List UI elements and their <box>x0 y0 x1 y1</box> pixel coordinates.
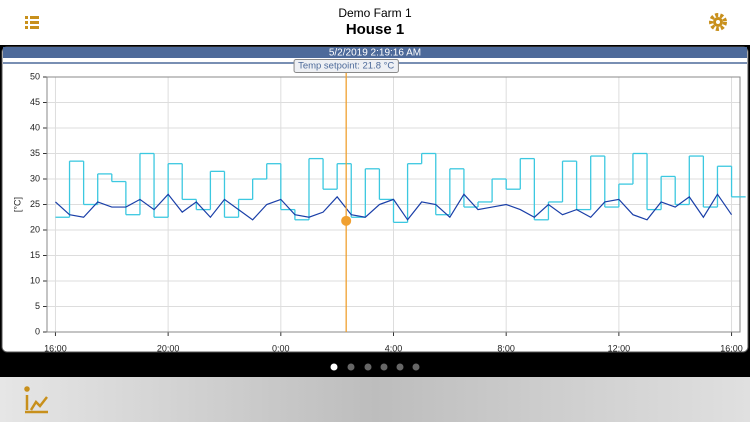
y-tick-label: 10 <box>30 275 40 285</box>
setpoint-box <box>293 59 399 74</box>
setpoint-label: Temp setpoint: 21.8 °C <box>298 61 394 72</box>
plot: 0 5 10 15 20 25 30 35 40 45 50 16:00 20:00 0:00 4:00 8:… <box>12 48 746 353</box>
y-tick-label: 0 <box>35 326 40 336</box>
tool-bar <box>0 377 750 422</box>
chart-icon[interactable] <box>24 386 48 414</box>
y-tick-label: 15 <box>30 250 40 260</box>
y-tick-label: 45 <box>30 97 40 107</box>
menu-icon[interactable] <box>25 16 39 29</box>
y-tick-label: 40 <box>30 122 40 132</box>
y-tick-label: 25 <box>30 199 40 209</box>
y-tick-label: 50 <box>30 71 40 81</box>
x-tick-label: 16:00 <box>720 343 743 353</box>
x-tick-label: 8:00 <box>497 343 515 353</box>
x-tick-label: 16:00 <box>44 343 67 353</box>
y-axis-label: [°C] <box>12 197 22 212</box>
page-dots[interactable] <box>330 363 420 371</box>
y-tick-label: 30 <box>30 173 40 183</box>
x-tick-label: 0:00 <box>272 343 290 353</box>
x-tick-label: 20:00 <box>157 343 180 353</box>
x-tick-label: 4:00 <box>385 343 403 353</box>
settings-icon[interactable] <box>709 13 727 31</box>
series-line <box>55 193 733 221</box>
y-tick-label: 35 <box>30 148 40 158</box>
farm-name: Demo Farm 1 <box>338 6 412 20</box>
house-name: House 1 <box>346 21 404 38</box>
plot-frame <box>46 76 741 333</box>
y-tick-label: 5 <box>35 301 40 311</box>
cursor-marker <box>341 215 352 226</box>
cursor-time: 5/2/2019 2:19:16 AM <box>329 48 421 59</box>
x-tick-label: 12:00 <box>608 343 631 353</box>
y-tick-label: 20 <box>30 224 40 234</box>
nav-bar <box>0 0 750 45</box>
time-bar <box>3 47 747 58</box>
